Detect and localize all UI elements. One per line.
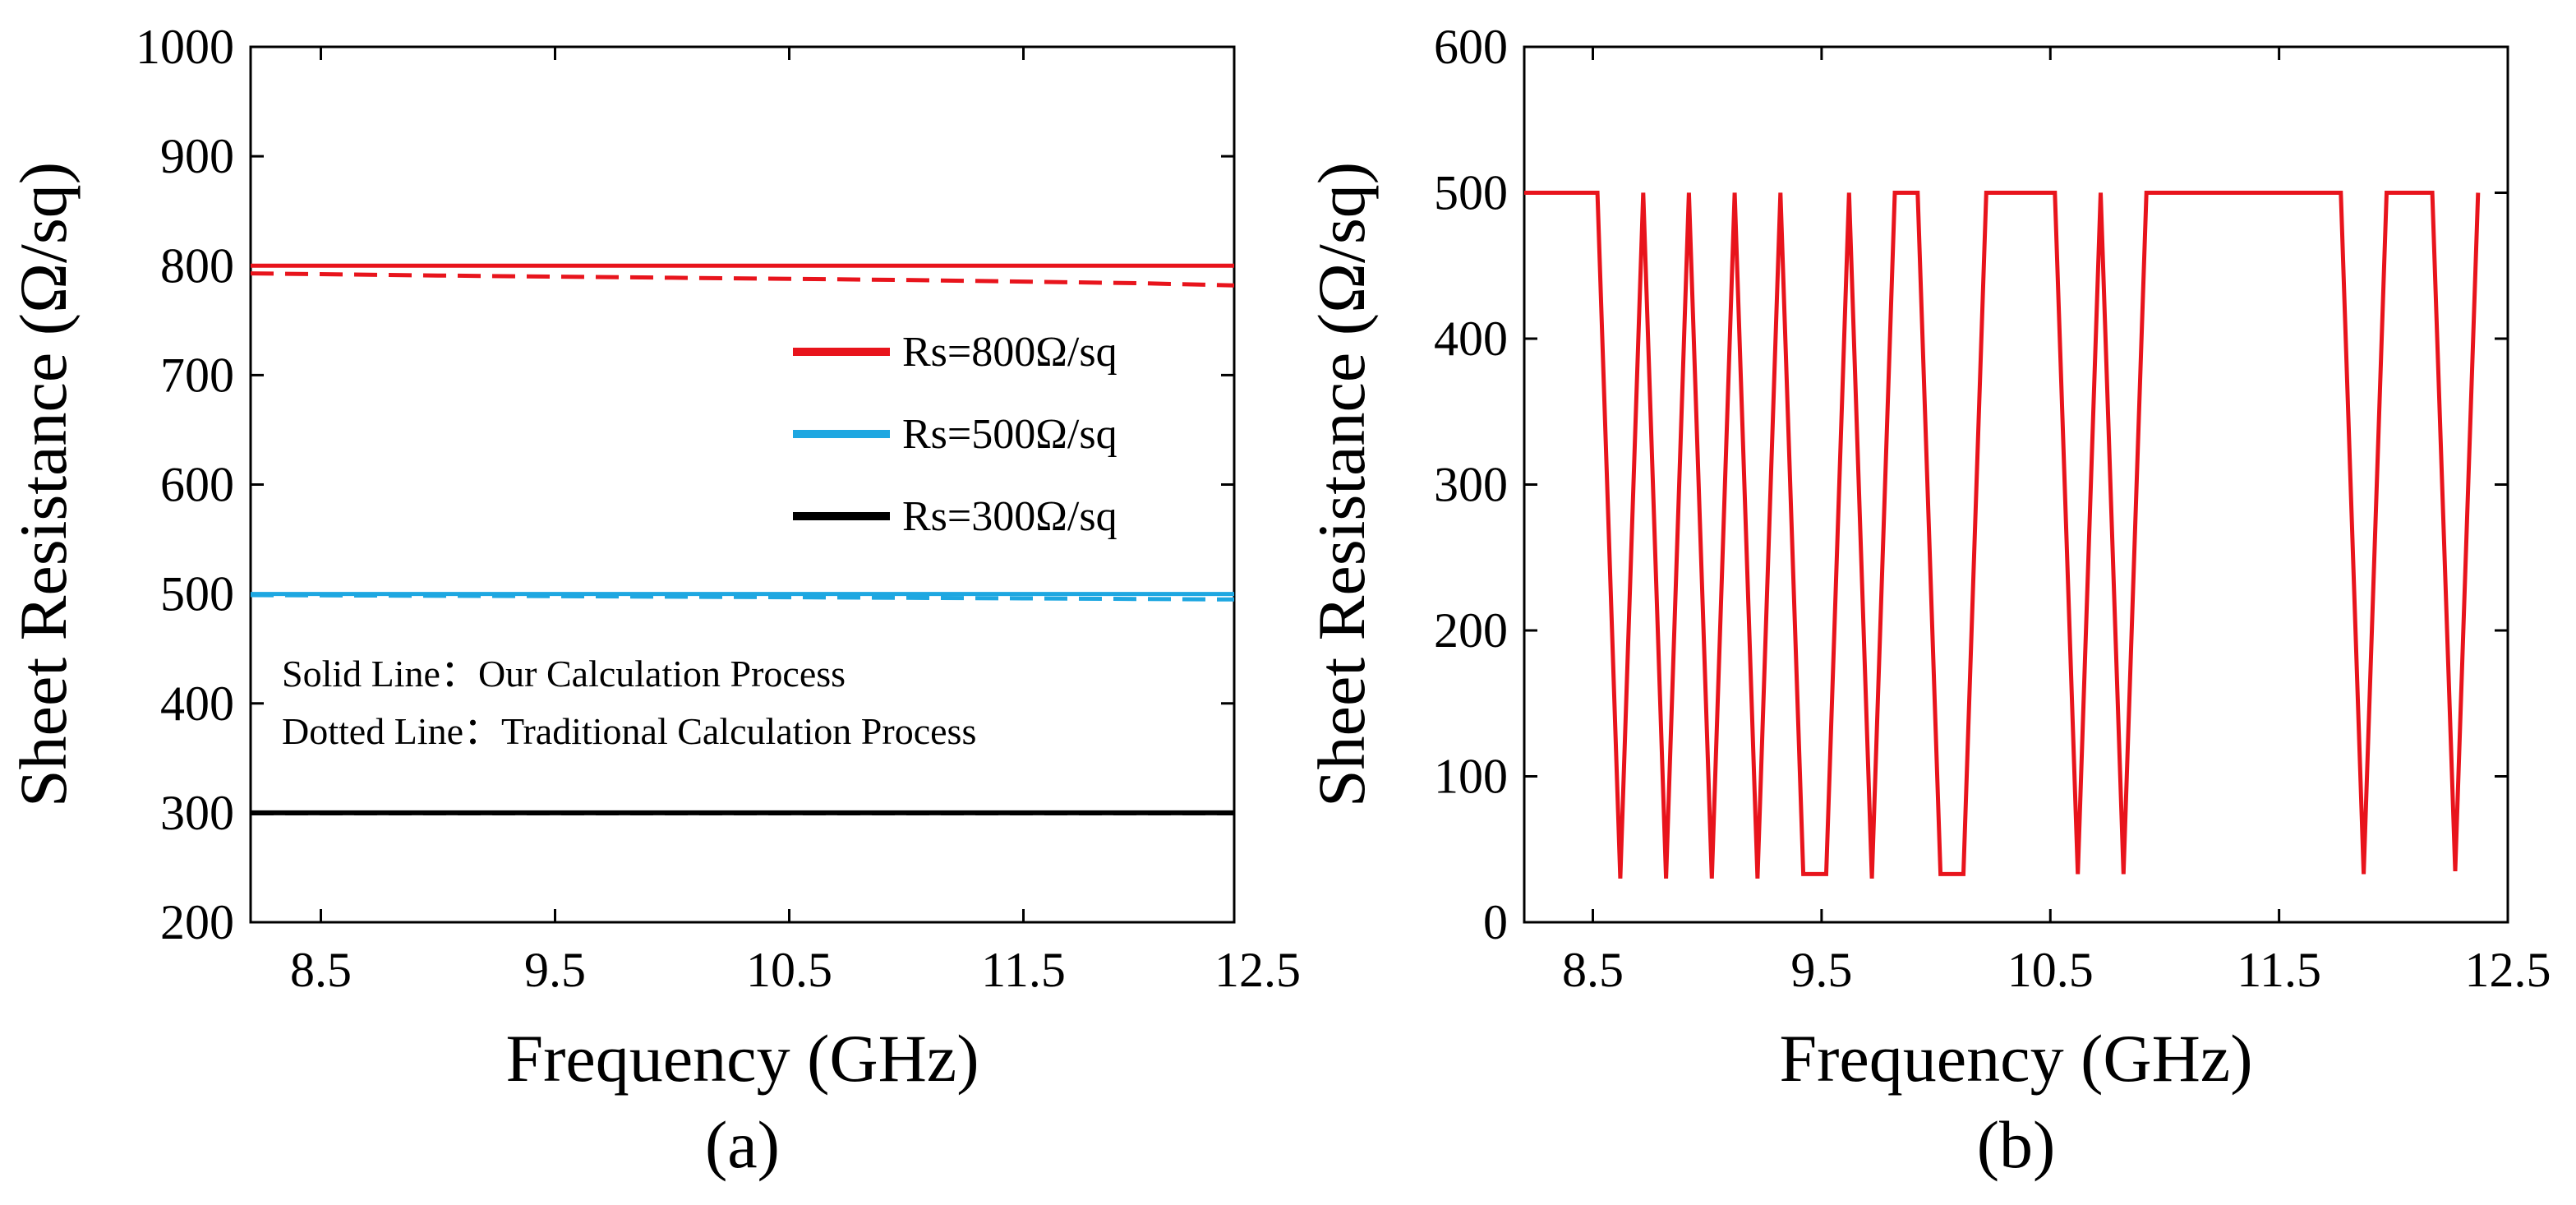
annotation-text: Solid Line：Our Calculation Process <box>282 653 846 695</box>
y-tick-label: 500 <box>1434 166 1508 220</box>
x-axis-title: Frequency (GHz) <box>1779 1021 2252 1096</box>
y-tick-label: 600 <box>1434 20 1508 74</box>
legend-label: Rs=500Ω/sq <box>902 411 1117 458</box>
y-axis-title: Sheet Resistance (Ω/sq) <box>1304 162 1379 807</box>
x-tick-label: 11.5 <box>981 943 1066 997</box>
series-group <box>251 263 1234 815</box>
x-tick-label: 12.5 <box>2465 943 2551 997</box>
y-tick-label: 500 <box>160 567 234 621</box>
x-axis-title: Frequency (GHz) <box>505 1021 979 1096</box>
y-tick-label: 200 <box>1434 603 1508 658</box>
series-line-0 <box>1524 191 2481 879</box>
plot-frame <box>249 45 1236 924</box>
x-tick-label: 10.5 <box>2007 943 2094 997</box>
y-tick-label: 600 <box>160 458 234 512</box>
legend-label: Rs=800Ω/sq <box>902 329 1117 376</box>
x-tick-label: 10.5 <box>746 943 832 997</box>
chart-panel-b: 0 100 200 300 400 500 600 8.5 9.5 10.5 11.5 12.5 She… <box>1304 20 2551 1182</box>
y-tick-label: 300 <box>1434 458 1508 512</box>
y-tick-label: 300 <box>160 786 234 840</box>
y-tick-label: 700 <box>160 348 234 402</box>
y-tick-label: 1000 <box>136 20 234 74</box>
y-tick-label: 800 <box>160 238 234 293</box>
x-tick-label: 9.5 <box>524 943 586 997</box>
panel-label: (b) <box>1977 1107 2056 1182</box>
series-group <box>1524 191 2481 879</box>
annotation-text: Dotted Line：Traditional Calculation Proc… <box>282 710 976 752</box>
chart-panel-a: 200 300 400 500 600 700 800 900 1000 8.5 9.5 10.5 11… <box>6 20 1301 1182</box>
x-tick-label: 8.5 <box>290 943 352 997</box>
y-tick-label: 400 <box>1434 312 1508 366</box>
legend-label: Rs=300Ω/sq <box>902 493 1117 540</box>
series-line-3 <box>251 593 1234 602</box>
y-axis-title: Sheet Resistance (Ω/sq) <box>6 162 81 807</box>
x-tick-label: 11.5 <box>2237 943 2321 997</box>
y-tick-label: 0 <box>1483 895 1508 949</box>
y-tick-label: 200 <box>160 895 234 949</box>
series-line-1 <box>251 271 1234 288</box>
x-tick-label: 12.5 <box>1214 943 1301 997</box>
panel-label: (a) <box>705 1107 780 1182</box>
y-tick-label: 100 <box>1434 750 1508 804</box>
x-tick-label: 9.5 <box>1790 943 1852 997</box>
y-tick-label: 900 <box>160 129 234 183</box>
x-tick-label: 8.5 <box>1562 943 1624 997</box>
y-tick-label: 400 <box>160 676 234 731</box>
